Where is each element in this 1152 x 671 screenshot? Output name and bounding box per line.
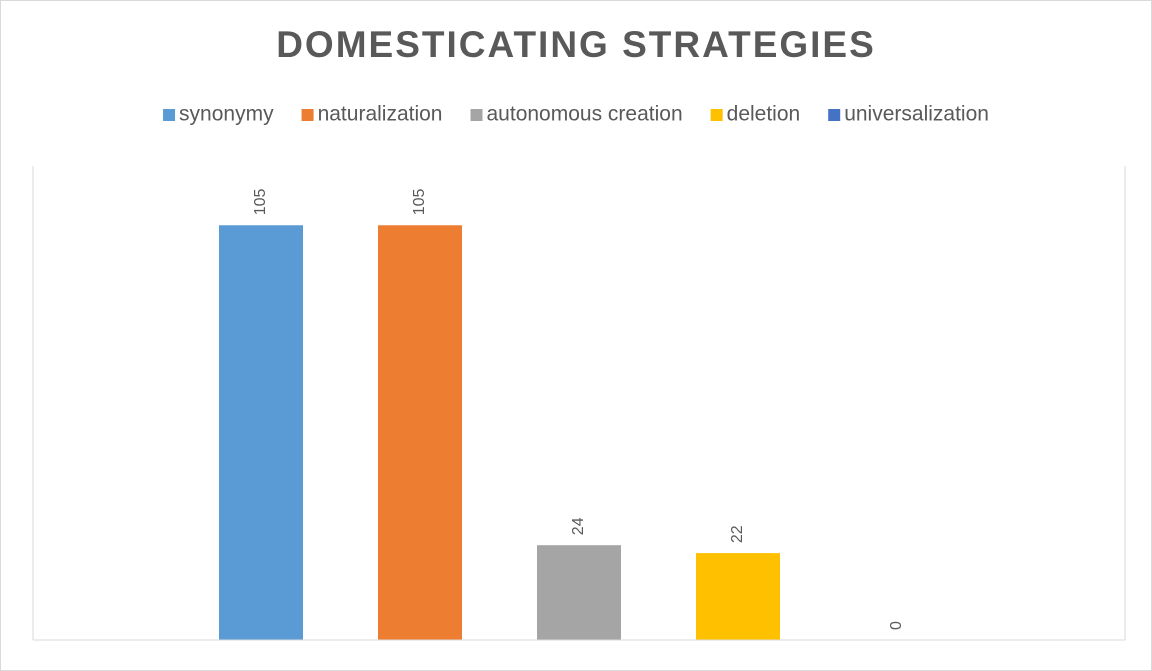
legend-label: autonomous creation bbox=[487, 103, 683, 126]
bar bbox=[378, 225, 462, 640]
bar bbox=[219, 225, 303, 640]
chart-title: DOMESTICATING STRATEGIES bbox=[276, 24, 876, 65]
data-label: 105 bbox=[411, 188, 428, 215]
bar bbox=[696, 553, 780, 640]
legend-label: deletion bbox=[727, 103, 801, 126]
legend-swatch bbox=[301, 109, 314, 121]
legend-swatch bbox=[470, 109, 483, 121]
data-label: 22 bbox=[729, 525, 746, 543]
data-label: 24 bbox=[570, 517, 587, 535]
data-label: 0 bbox=[888, 621, 905, 630]
legend-swatch bbox=[710, 109, 723, 121]
legend-label: naturalization bbox=[318, 103, 443, 126]
data-label: 105 bbox=[252, 188, 269, 215]
legend-swatch bbox=[163, 109, 176, 121]
legend-label: universalization bbox=[844, 103, 989, 126]
bar bbox=[537, 545, 621, 640]
legend-swatch bbox=[828, 109, 841, 121]
legend-label: synonymy bbox=[179, 103, 274, 126]
